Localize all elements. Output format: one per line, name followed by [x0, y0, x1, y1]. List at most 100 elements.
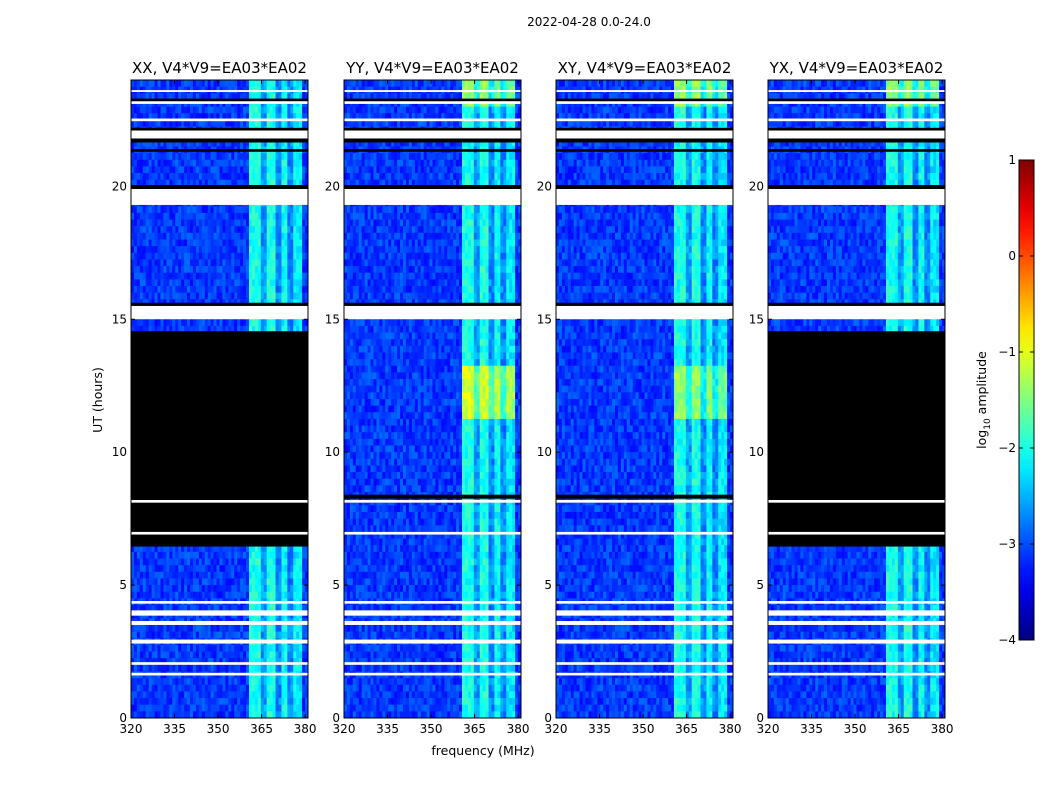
flag-band-white — [344, 130, 521, 139]
y-tick-label: 0 — [332, 711, 340, 725]
flag-band-white — [768, 610, 945, 616]
flag-band-white — [131, 90, 308, 92]
x-tick-label: 380 — [931, 722, 954, 736]
x-tick-label: 335 — [800, 722, 823, 736]
y-axis-label: UT (hours) — [90, 367, 105, 433]
panel-xx: XX, V4*V9=EA03*EA02 320 335 350 365 380 0 5 10 15… — [112, 59, 317, 736]
flag-band-black — [556, 127, 733, 131]
flag-band-white — [768, 601, 945, 604]
flag-band-white — [344, 90, 521, 92]
flag-band-white — [768, 662, 945, 665]
y-tick-label: 15 — [112, 312, 127, 326]
flag-band-white — [344, 662, 521, 665]
flag-band-black — [556, 149, 733, 152]
flag-band-white — [556, 188, 733, 205]
flag-band-white — [131, 639, 308, 644]
y-tick-label: 10 — [112, 445, 127, 459]
x-tick-label: 350 — [844, 722, 867, 736]
axes-frame — [555, 79, 734, 719]
flag-band-white — [556, 620, 733, 625]
flag-band-black — [768, 302, 945, 306]
axes-frame — [130, 79, 309, 719]
flag-band-black — [768, 127, 945, 131]
colorbar-tick-label: 0 — [1008, 249, 1016, 263]
flag-band-white — [131, 620, 308, 625]
x-tick-label: 365 — [250, 722, 273, 736]
y-tick-label: 10 — [749, 445, 764, 459]
flag-band-black — [344, 149, 521, 152]
flag-band-black — [768, 149, 945, 152]
flag-band-black — [768, 138, 945, 143]
flag-band-black — [556, 185, 733, 189]
panel-title: XX, V4*V9=EA03*EA02 — [132, 59, 307, 77]
flag-band-white — [344, 610, 521, 616]
flag-band-white — [344, 672, 521, 676]
flag-band-black — [131, 127, 308, 131]
panel-title: YY, V4*V9=EA03*EA02 — [345, 59, 519, 77]
x-tick-label: 350 — [632, 722, 655, 736]
x-tick-label: 350 — [207, 722, 230, 736]
flag-band-black — [131, 302, 308, 306]
y-tick-label: 0 — [119, 711, 127, 725]
flag-band-black — [556, 302, 733, 306]
flag-band-white — [131, 531, 308, 535]
axes-frame — [343, 79, 522, 719]
colorbar: −4 −3 −2 −1 0 1 log10 amplitude — [974, 153, 1035, 647]
flag-band-white — [131, 305, 308, 320]
flag-band-black — [131, 149, 308, 152]
flag-band-white — [131, 101, 308, 104]
x-tick-label: 380 — [719, 722, 742, 736]
flag-band-black — [344, 302, 521, 306]
flag-band-white — [131, 610, 308, 616]
y-tick-label: 5 — [119, 578, 127, 592]
flag-band-white — [556, 610, 733, 616]
flag-band-white — [131, 500, 308, 503]
panels: XX, V4*V9=EA03*EA02 320 335 350 365 380 0 5 10 15… — [112, 59, 954, 736]
flag-band-black — [768, 98, 945, 102]
flag-band-white — [131, 672, 308, 676]
spectrogram — [768, 80, 945, 718]
flag-band-black — [344, 185, 521, 189]
flag-band-black — [556, 98, 733, 102]
y-tick-label: 0 — [756, 711, 764, 725]
x-tick-label: 335 — [376, 722, 399, 736]
x-tick-label: 380 — [294, 722, 317, 736]
y-tick-label: 15 — [537, 312, 552, 326]
y-tick-label: 20 — [537, 179, 552, 193]
flag-band-white — [768, 130, 945, 139]
flag-band-white — [344, 500, 521, 503]
flag-band-white — [556, 500, 733, 503]
flag-band-white — [768, 305, 945, 320]
flag-band-white — [556, 90, 733, 92]
flag-band-black — [768, 185, 945, 189]
spectrogram — [556, 80, 733, 718]
y-tick-label: 10 — [537, 445, 552, 459]
panel-yx: YX, V4*V9=EA03*EA02 320 335 350 365 380 0 5 10 15… — [749, 59, 954, 736]
panel-yy: YY, V4*V9=EA03*EA02 320 335 350 365 380 0 5 10 15… — [325, 59, 530, 736]
colorbar-tick-label: −3 — [998, 537, 1016, 551]
y-tick-label: 20 — [749, 179, 764, 193]
flag-band-black — [556, 138, 733, 143]
flag-band-white — [768, 639, 945, 644]
colorbar-label: log10 amplitude — [974, 351, 993, 449]
flag-band-black — [344, 127, 521, 131]
colorbar-tick-label: 1 — [1008, 153, 1016, 167]
flag-band-white — [556, 118, 733, 122]
flag-band-white — [131, 662, 308, 665]
flag-band-white — [344, 531, 521, 535]
flag-band-white — [768, 101, 945, 104]
flag-band-white — [768, 188, 945, 205]
y-tick-label: 5 — [544, 578, 552, 592]
flag-band-white — [556, 672, 733, 676]
flag-band-black — [344, 98, 521, 102]
flag-band-white — [768, 672, 945, 676]
spectrogram — [344, 80, 521, 718]
y-tick-label: 0 — [544, 711, 552, 725]
y-tick-label: 10 — [325, 445, 340, 459]
flag-band-white — [131, 601, 308, 604]
x-tick-label: 320 — [757, 722, 780, 736]
y-tick-label: 5 — [332, 578, 340, 592]
colorbar-gradient — [1018, 159, 1035, 641]
flag-band-white — [131, 188, 308, 205]
spectrogram — [131, 80, 308, 718]
